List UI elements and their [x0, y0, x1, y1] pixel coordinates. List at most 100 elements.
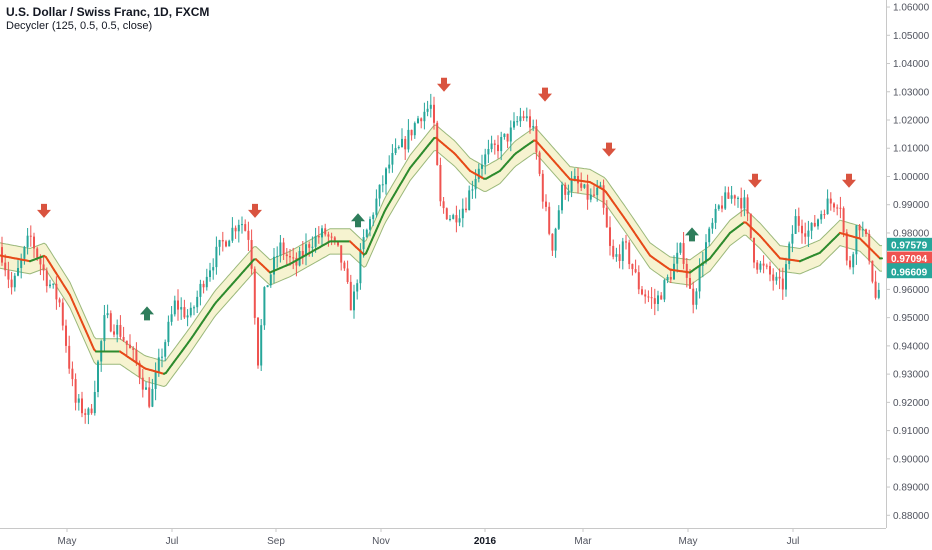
- candle-body: [730, 195, 733, 199]
- candle-body: [205, 276, 208, 288]
- candle-body: [4, 262, 7, 271]
- candle-body: [653, 298, 656, 304]
- candle-body: [199, 283, 202, 297]
- candle-body: [599, 185, 602, 188]
- candle-body: [84, 413, 87, 415]
- candle-body: [397, 147, 400, 148]
- candle-body: [285, 254, 288, 257]
- candle-body: [52, 283, 55, 285]
- symbol-title: U.S. Dollar / Swiss Franc, 1D, FXCM: [6, 5, 210, 19]
- candle-body: [845, 232, 848, 261]
- candle-body: [87, 408, 90, 415]
- candle-body: [33, 236, 35, 249]
- candle-body: [618, 254, 621, 261]
- candle-body: [874, 281, 877, 298]
- candle-body: [794, 216, 797, 234]
- candle-body: [861, 229, 864, 231]
- candle-body: [442, 201, 445, 209]
- candle-body: [420, 118, 423, 122]
- candle-body: [829, 198, 832, 204]
- candle-body: [772, 274, 775, 281]
- x-tick-label: Jul: [166, 536, 179, 547]
- candle-body: [676, 252, 679, 264]
- candle-body: [452, 215, 455, 219]
- candle-body: [685, 263, 688, 278]
- candle-body: [740, 197, 743, 209]
- candle-body: [746, 197, 749, 214]
- y-tick-label: 1.01000: [893, 144, 930, 155]
- candle-body: [106, 313, 109, 316]
- candle-body: [855, 225, 858, 255]
- candle-body: [132, 348, 135, 350]
- candle-body: [596, 187, 599, 196]
- candle-body: [666, 277, 669, 281]
- price-tag-label: 0.96609: [891, 268, 928, 279]
- candle-body: [375, 198, 378, 215]
- candle-body: [669, 277, 672, 280]
- candle-body: [509, 127, 512, 142]
- candle-body: [557, 210, 560, 229]
- candle-body: [807, 230, 810, 237]
- arrow-up-icon: [351, 213, 365, 228]
- candle-body: [77, 398, 80, 403]
- candle-body: [193, 307, 195, 309]
- arrow-down-icon: [437, 77, 451, 92]
- candle-body: [381, 184, 384, 186]
- candle-body: [762, 263, 765, 266]
- candle-body: [167, 321, 170, 343]
- time-axis[interactable]: May Jul Sep Nov 2016 Mar May Jul: [0, 528, 886, 547]
- candle-body: [218, 240, 221, 247]
- candle-body: [826, 198, 829, 215]
- candle-body: [493, 143, 496, 145]
- candle-body: [679, 243, 682, 253]
- indicator-label: Decycler (125, 0.5, 0.5, close): [6, 20, 153, 32]
- candle-body: [839, 207, 842, 209]
- candle-body: [650, 297, 653, 299]
- candle-body: [852, 254, 855, 268]
- y-tick-label: 1.04000: [893, 59, 930, 70]
- candle-body: [612, 245, 615, 257]
- candle-body: [372, 214, 375, 220]
- candle-body: [698, 265, 701, 292]
- candle-body: [129, 344, 131, 349]
- candle-body: [877, 289, 880, 298]
- candle-body: [311, 246, 314, 248]
- candle-body: [58, 299, 61, 303]
- candle-body: [583, 184, 586, 188]
- candle-body: [849, 260, 851, 268]
- candle-body: [173, 300, 176, 315]
- candle-body: [461, 208, 464, 219]
- candle-body: [797, 216, 800, 226]
- candle-body: [282, 242, 285, 255]
- candle-body: [353, 291, 355, 311]
- candle-body: [717, 205, 720, 209]
- candle-body: [689, 278, 691, 289]
- candle-body: [71, 368, 74, 380]
- candle-body: [682, 243, 685, 264]
- candle-body: [68, 345, 71, 369]
- candle-body: [781, 278, 784, 290]
- candle-body: [573, 176, 576, 180]
- candle-body: [356, 283, 359, 292]
- candle-body: [314, 236, 317, 247]
- candle-body: [250, 240, 253, 269]
- candle-body: [586, 184, 589, 200]
- y-tick-label: 0.92000: [893, 398, 930, 409]
- decycler-band: [0, 124, 882, 388]
- candle-body: [753, 238, 755, 263]
- candle-body: [154, 372, 157, 389]
- price-axis[interactable]: 1.06000 1.05000 1.04000 1.03000 1.02000 1.010…: [886, 0, 932, 528]
- candle-body: [519, 116, 522, 122]
- candle-body: [788, 243, 791, 264]
- candle-body: [308, 244, 311, 248]
- candle-body: [279, 242, 282, 256]
- candle-body: [116, 325, 119, 335]
- candle-body: [429, 104, 432, 109]
- candle-body: [151, 389, 154, 407]
- chart-legend: U.S. Dollar / Swiss Franc, 1D, FXCM Decy…: [6, 5, 209, 33]
- price-tag: [887, 265, 932, 279]
- candle-body: [513, 121, 515, 128]
- candle-body: [522, 116, 525, 119]
- candle-body: [858, 225, 861, 231]
